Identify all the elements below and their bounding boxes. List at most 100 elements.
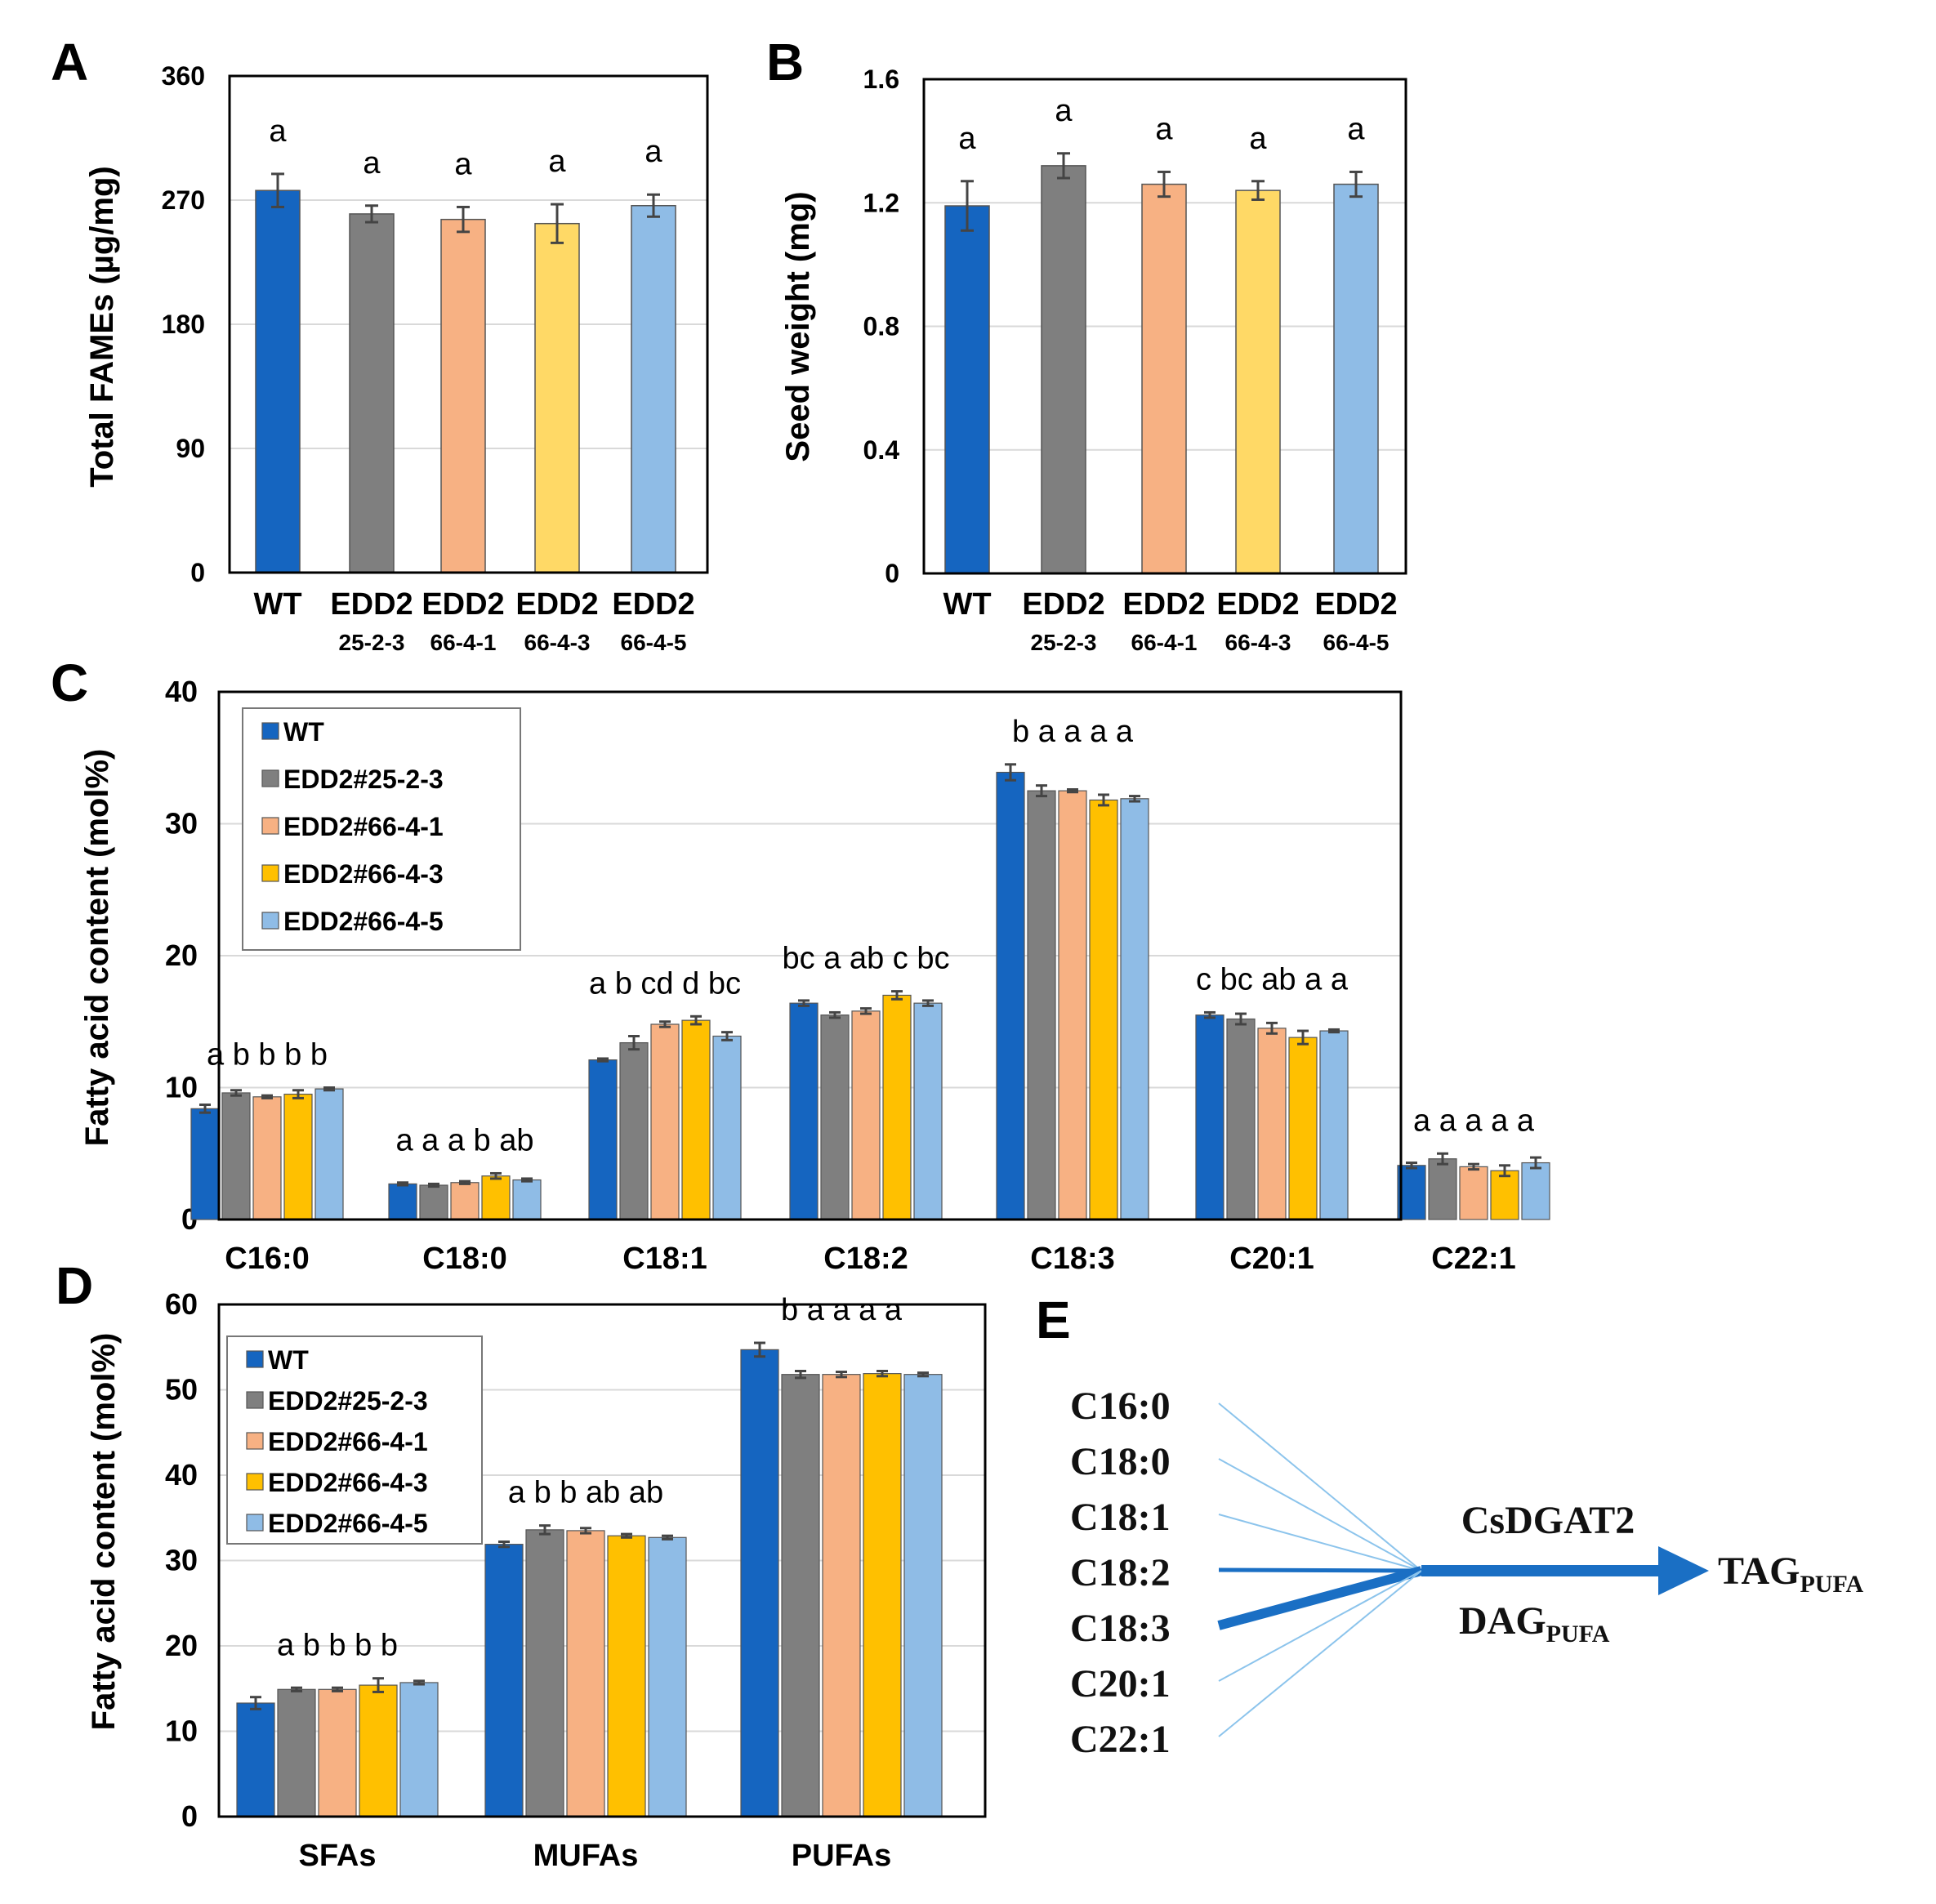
- y-tick-label: 20: [165, 939, 198, 972]
- x-category-sublabel: 66-4-1: [1131, 630, 1198, 655]
- bar: [359, 1684, 398, 1817]
- x-category-sublabel: 25-2-3: [1031, 630, 1097, 655]
- bar: [534, 222, 580, 573]
- bar: [236, 1702, 275, 1817]
- bar: [1027, 790, 1056, 1220]
- bar: [349, 213, 395, 573]
- bar: [1288, 1037, 1318, 1220]
- bar: [1141, 183, 1187, 574]
- legend-label: EDD2#25-2-3: [283, 765, 444, 794]
- legend-label: EDD2#66-4-5: [268, 1509, 428, 1538]
- flux-line-c18-3: [1217, 1566, 1423, 1630]
- legend-label: EDD2#66-4-1: [268, 1427, 428, 1456]
- bar: [1333, 183, 1379, 574]
- panel-d-fatty-acid-class-chart: D Fatty acid content (mol%) 0 10 20 30 40 50 6…: [56, 1256, 987, 1873]
- x-category-label: EDD2: [1122, 587, 1205, 622]
- bar: [525, 1529, 564, 1817]
- bar: [1058, 790, 1087, 1220]
- fa-label-c18-2: C18:2: [1070, 1551, 1171, 1594]
- bar: [1397, 1165, 1426, 1220]
- fa-label-c22-1: C22:1: [1070, 1718, 1171, 1761]
- flux-line-c18-0: [1218, 1458, 1422, 1572]
- bar: [588, 1059, 618, 1220]
- y-axis-title-d: Fatty acid content (mol%): [86, 1333, 122, 1731]
- bar: [619, 1041, 649, 1220]
- bar: [314, 1088, 344, 1220]
- x-category-label: C22:1: [1431, 1242, 1516, 1276]
- bar: [399, 1682, 439, 1817]
- significance-letters: a a a a a: [1413, 1104, 1535, 1138]
- y-tick-label: 90: [176, 434, 205, 463]
- flux-line-c22-1: [1218, 1570, 1422, 1737]
- fa-label-c18-3: C18:3: [1070, 1607, 1171, 1650]
- x-category-label: PUFAs: [792, 1839, 891, 1873]
- legend-label: EDD2#66-4-5: [283, 907, 444, 936]
- main-arrow-head-icon: [1658, 1546, 1709, 1595]
- product-main: TAG: [1718, 1550, 1800, 1593]
- bar: [318, 1688, 357, 1817]
- x-category-label: WT: [943, 587, 991, 622]
- legend-swatch: [261, 864, 279, 882]
- bar: [607, 1535, 646, 1817]
- bar: [1235, 190, 1281, 574]
- bar: [484, 1544, 524, 1817]
- y-tick-label: 0.4: [863, 435, 900, 465]
- bar: [1521, 1162, 1550, 1220]
- bar: [882, 994, 912, 1220]
- product-label: TAGPUFA: [1718, 1550, 1864, 1598]
- legend-swatch: [261, 817, 279, 835]
- significance-letters: a a a b ab: [395, 1123, 533, 1157]
- bar: [190, 1108, 220, 1220]
- bar: [944, 205, 990, 574]
- bar: [419, 1184, 448, 1220]
- bar: [481, 1175, 511, 1220]
- significance-letter: a: [645, 135, 662, 169]
- legend-swatch: [261, 912, 279, 930]
- bar: [712, 1035, 742, 1220]
- fa-label-c18-0: C18:0: [1070, 1440, 1171, 1483]
- x-category-sublabel: 66-4-5: [621, 630, 687, 655]
- y-axis-title-b: Seed weight (mg): [780, 191, 816, 462]
- significance-letter: a: [454, 147, 472, 181]
- x-category-label: EDD2: [515, 587, 598, 622]
- y-tick-label: 50: [165, 1373, 198, 1407]
- plot-frame: [217, 690, 1403, 1221]
- y-tick-label: 30: [165, 1544, 198, 1577]
- y-tick-label: 0: [181, 1799, 198, 1833]
- product-subscript: PUFA: [1800, 1571, 1863, 1598]
- y-tick-label: 1.2: [863, 188, 899, 217]
- bar: [1459, 1166, 1488, 1220]
- bar: [781, 1374, 820, 1817]
- x-category-label: EDD2: [1022, 587, 1104, 622]
- bar: [740, 1349, 779, 1817]
- substrate-label: DAGPUFA: [1459, 1599, 1610, 1648]
- x-category-label: C18:2: [823, 1242, 908, 1276]
- panel-a-total-fames-chart: A Total FAMEs (µg/mg) 0 90 180 270 360 a WT a ED…: [51, 33, 709, 655]
- significance-letter: a: [269, 114, 287, 149]
- panel-label-a: A: [51, 33, 88, 91]
- y-tick-label: 270: [162, 185, 205, 215]
- legend-label: EDD2#25-2-3: [268, 1386, 428, 1416]
- x-category-label: C18:3: [1030, 1242, 1115, 1276]
- y-axis-title-c: Fatty acid content (mol%): [79, 749, 115, 1147]
- y-tick-label: 0: [885, 559, 899, 588]
- x-category-label: EDD2: [1216, 587, 1299, 622]
- x-category-label: EDD2: [1314, 587, 1397, 622]
- significance-letter: a: [1055, 94, 1073, 128]
- y-tick-label: 180: [162, 310, 205, 339]
- x-category-label: MUFAs: [533, 1839, 639, 1873]
- significance-letters: a b b b b: [207, 1038, 328, 1072]
- significance-letter: a: [363, 146, 381, 181]
- y-tick-label: 20: [165, 1629, 198, 1662]
- y-tick-label: 10: [165, 1714, 198, 1748]
- significance-letters: bc a ab c bc: [783, 942, 950, 976]
- legend-label: EDD2#66-4-1: [283, 812, 444, 841]
- plot-frame: [217, 1303, 987, 1818]
- bar: [631, 205, 676, 573]
- y-tick-label: 30: [165, 807, 198, 841]
- x-category-sublabel: 66-4-3: [524, 630, 591, 655]
- significance-letters: a b cd d bc: [589, 966, 741, 1001]
- y-tick-label: 1.6: [863, 65, 899, 94]
- legend-label: WT: [268, 1345, 309, 1375]
- panel-label-c: C: [51, 653, 88, 712]
